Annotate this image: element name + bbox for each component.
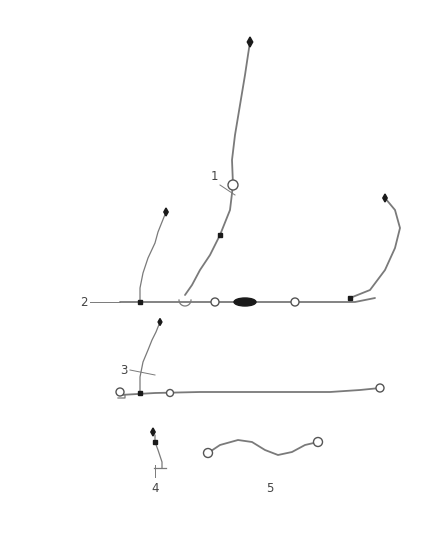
Text: 1: 1 xyxy=(211,170,218,183)
Circle shape xyxy=(314,438,322,447)
Ellipse shape xyxy=(234,298,256,306)
Circle shape xyxy=(211,298,219,306)
Circle shape xyxy=(291,298,299,306)
Polygon shape xyxy=(247,37,253,47)
Text: 4: 4 xyxy=(151,482,159,495)
Circle shape xyxy=(204,448,212,457)
Polygon shape xyxy=(151,428,155,436)
Polygon shape xyxy=(158,319,162,326)
Polygon shape xyxy=(164,208,168,216)
Circle shape xyxy=(116,388,124,396)
Text: 2: 2 xyxy=(81,295,88,309)
Text: 5: 5 xyxy=(266,482,274,495)
Text: 3: 3 xyxy=(120,364,128,376)
Circle shape xyxy=(376,384,384,392)
Polygon shape xyxy=(383,194,387,202)
Circle shape xyxy=(166,390,173,397)
Circle shape xyxy=(228,180,238,190)
